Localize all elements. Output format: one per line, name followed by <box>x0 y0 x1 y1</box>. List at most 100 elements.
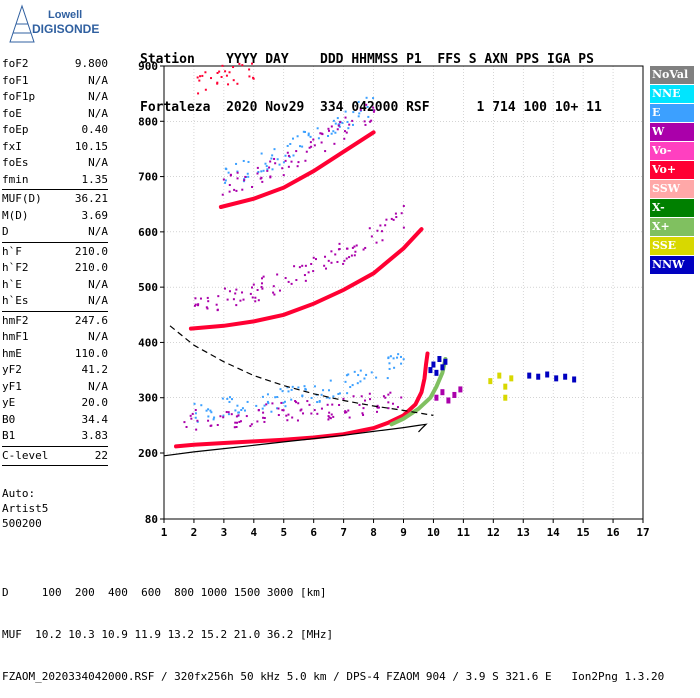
data-point-top-vo <box>204 88 207 91</box>
data-point-spread-3f-w <box>359 108 362 111</box>
y-tick-label: 900 <box>138 60 158 73</box>
data-point-spread-3f-w <box>304 159 307 162</box>
data-point-spread-3f-e <box>270 157 273 160</box>
data-point-top-vo <box>228 71 231 74</box>
data-point-spread-lower-w <box>216 423 219 426</box>
data-point-spread-3f-w <box>233 188 236 191</box>
data-point-spread-3f-w <box>268 166 271 169</box>
data-point-spread-3f-w <box>259 177 262 180</box>
param-value: N/A <box>88 156 108 169</box>
data-point-spread-lower-e <box>279 388 282 391</box>
param-row: h`F 210.0 <box>2 244 108 261</box>
data-point-spread-2f-w <box>304 264 307 267</box>
data-point-spread-lower-w <box>263 417 266 420</box>
data-point-spread-2f-w <box>260 285 263 288</box>
data-point-spread-2f-w <box>307 271 310 274</box>
data-point-spread-3f-w <box>324 150 327 153</box>
data-point-spread-lower-e <box>316 401 319 404</box>
data-point-spread-lower-w <box>338 403 341 406</box>
data-point-spread-3f-w <box>308 146 311 149</box>
data-point-spread-lower-w <box>306 400 309 403</box>
data-point-top-vo <box>216 82 219 85</box>
data-point-near-fof2-nnw <box>437 356 442 363</box>
data-point-spread-3f-w <box>343 130 346 133</box>
data-point-spread-lower-e <box>322 389 325 392</box>
data-point-spread-3f-e <box>291 137 294 140</box>
data-point-spread-3f-e <box>367 115 370 118</box>
param-value: 34.4 <box>81 412 109 426</box>
data-point-spread-2f-w <box>298 266 301 269</box>
param-value: N/A <box>88 379 108 393</box>
y-tick-label: 80 <box>145 513 158 526</box>
data-point-spread-lower-e <box>212 418 215 421</box>
param-value: N/A <box>88 90 108 103</box>
data-point-spread-lower-w <box>387 393 390 396</box>
data-point-near-fof2-w <box>440 389 445 396</box>
data-point-spread-3f-w <box>327 129 330 132</box>
data-point-top-vo <box>197 92 200 95</box>
data-point-spread-2f-w <box>380 230 383 233</box>
data-point-spread-lower-w <box>313 409 316 412</box>
data-point-spread-3f-e <box>247 175 250 178</box>
data-point-spread-lower-w <box>352 395 355 398</box>
data-point-spread-lower-e <box>297 386 300 389</box>
data-point-spread-lower-w <box>369 398 372 401</box>
data-point-spread-3f-e <box>365 96 368 99</box>
data-point-spread-2f-w <box>394 212 397 215</box>
data-point-spread-lower-e <box>320 393 323 396</box>
param-name: h`F2 <box>2 261 29 274</box>
data-point-spread-3f-w <box>228 184 231 187</box>
data-point-spread-lower-e <box>207 415 210 418</box>
data-point-spread-3f-w <box>370 119 373 122</box>
data-point-spread-lower-w <box>299 409 302 412</box>
data-point-spread-lower-e <box>276 407 279 410</box>
data-point-spread-3f-e <box>327 134 330 137</box>
data-point-spread-2f-w <box>193 304 196 307</box>
data-point-spread-3f-w <box>336 128 339 131</box>
data-point-near-fof2-w <box>446 397 451 404</box>
data-point-spread-lower-w <box>287 413 290 416</box>
data-point-spread-3f-e <box>265 165 268 168</box>
data-point-spread-lower-w <box>387 401 390 404</box>
data-point-spread-lower-e <box>386 377 389 380</box>
data-point-spread-3f-w <box>351 119 354 122</box>
data-point-spread-2f-w <box>261 277 264 280</box>
data-point-spread-3f-e <box>338 123 341 126</box>
data-point-spread-lower-e <box>227 413 230 416</box>
data-point-spread-3f-w <box>236 177 239 180</box>
distance-row: D 100 200 400 600 800 1000 1500 3000 [km… <box>2 586 327 599</box>
data-point-spread-lower-w <box>235 426 238 429</box>
data-point-spread-lower-w <box>327 418 330 421</box>
y-tick-label: 400 <box>138 336 158 349</box>
data-point-spread-lower-w <box>316 412 319 415</box>
data-point-spread-3f-e <box>351 123 354 126</box>
data-point-near-fof2-nnw <box>428 367 433 374</box>
data-point-spread-3f-e <box>296 135 299 138</box>
data-point-near-fof2-nnw <box>440 364 445 371</box>
data-point-spread-2f-w <box>330 261 333 264</box>
data-point-spread-2f-w <box>260 282 263 285</box>
param-row: fxI 10.15 <box>2 139 108 156</box>
data-point-spread-2f-w <box>400 212 403 215</box>
data-point-spread-3f-e <box>260 170 263 173</box>
data-point-spread-lower-e <box>286 386 289 389</box>
data-point-spread-3f-e <box>262 169 265 172</box>
data-point-spread-lower-e <box>266 393 269 396</box>
data-point-spread-3f-e <box>246 172 249 175</box>
data-point-spread-2f-w <box>370 235 373 238</box>
data-point-spread-3f-e <box>257 170 260 173</box>
data-point-spread-lower-w <box>265 403 268 406</box>
data-point-spread-lower-w <box>347 409 350 412</box>
data-point-spread-3f-w <box>297 161 300 164</box>
params-group-3: h`F 210.0 h`F2 210.0 h`E N/A h`Es N/A <box>2 244 108 310</box>
data-point-spread-2f-w <box>257 299 260 302</box>
data-point-spread-3f-w <box>365 103 368 106</box>
data-point-spread-lower-e <box>281 390 284 393</box>
data-point-spread-lower-e <box>392 357 395 360</box>
data-point-spread-3f-w <box>364 123 367 126</box>
data-point-spread-lower-e <box>282 401 285 404</box>
data-point-spread-lower-w <box>277 414 280 417</box>
param-name: hmF2 <box>2 313 29 327</box>
data-point-spread-3f-e <box>266 168 269 171</box>
param-value: 10.15 <box>74 139 108 153</box>
